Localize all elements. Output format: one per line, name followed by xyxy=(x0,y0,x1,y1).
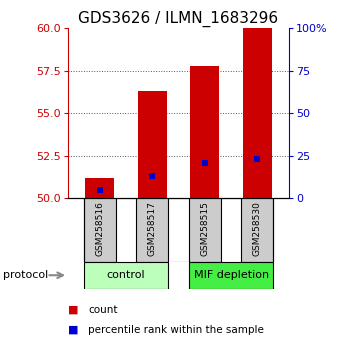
Text: GSM258517: GSM258517 xyxy=(148,201,157,256)
Text: control: control xyxy=(106,270,145,280)
Bar xyxy=(136,198,168,262)
Bar xyxy=(189,198,221,262)
Text: protocol: protocol xyxy=(3,270,49,280)
Bar xyxy=(84,198,116,262)
Bar xyxy=(241,198,273,262)
Text: count: count xyxy=(88,305,118,315)
Bar xyxy=(84,262,168,289)
Bar xyxy=(85,178,114,198)
Bar xyxy=(84,198,273,262)
Text: ■: ■ xyxy=(68,325,79,335)
Text: MIF depletion: MIF depletion xyxy=(193,270,269,280)
Title: GDS3626 / ILMN_1683296: GDS3626 / ILMN_1683296 xyxy=(79,11,278,27)
Text: GSM258516: GSM258516 xyxy=(95,201,104,256)
Bar xyxy=(138,91,167,198)
Bar xyxy=(189,262,273,289)
Text: ■: ■ xyxy=(68,305,79,315)
Text: GSM258530: GSM258530 xyxy=(253,201,262,256)
Bar xyxy=(243,28,272,198)
Text: GSM258515: GSM258515 xyxy=(200,201,209,256)
Bar xyxy=(190,66,219,198)
Text: percentile rank within the sample: percentile rank within the sample xyxy=(88,325,264,335)
